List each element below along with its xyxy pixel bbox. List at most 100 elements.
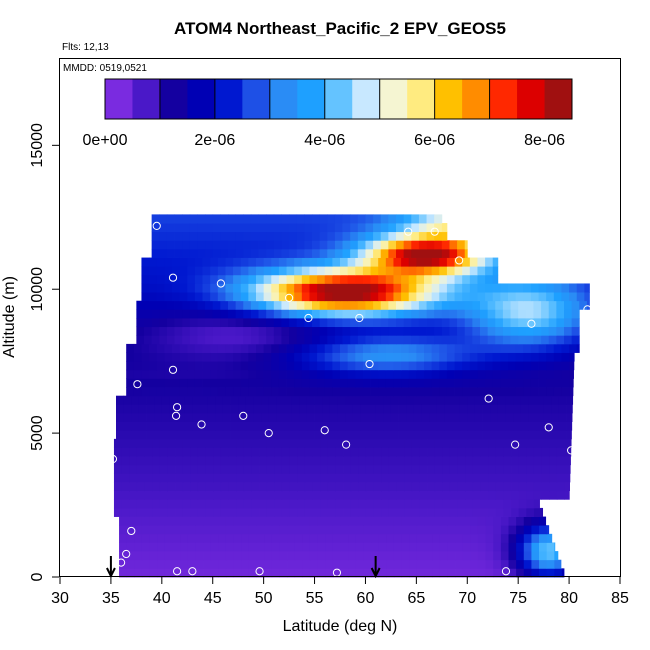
heatmap-cell — [525, 300, 534, 310]
heatmap-cell — [129, 482, 138, 492]
heatmap-cell — [228, 318, 237, 328]
heatmap-cell — [340, 369, 349, 379]
heatmap-cell — [523, 283, 532, 293]
heatmap-cell — [248, 257, 257, 267]
heatmap-cell — [273, 309, 282, 319]
heatmap-cell — [228, 309, 237, 319]
heatmap-cell — [439, 257, 448, 267]
heatmap-cell — [159, 309, 168, 319]
sample-point — [172, 567, 182, 576]
heatmap-cell — [485, 525, 494, 535]
heatmap-cell — [488, 473, 497, 483]
heatmap-cell — [325, 533, 334, 543]
heatmap-cell — [309, 274, 318, 284]
heatmap-cell — [240, 283, 249, 293]
heatmap-cell — [546, 283, 555, 293]
heatmap-cell — [184, 404, 193, 414]
heatmap-cell — [194, 369, 203, 379]
heatmap-cell — [297, 473, 306, 483]
heatmap-cell — [469, 283, 478, 293]
heatmap-cell — [167, 438, 176, 448]
heatmap-cell — [297, 499, 306, 509]
heatmap-cell — [380, 309, 389, 319]
heatmap-cell — [525, 326, 534, 336]
heatmap-cell — [291, 395, 300, 405]
heatmap-cell — [289, 318, 298, 328]
heatmap-cell — [393, 343, 402, 353]
heatmap-cell — [401, 551, 410, 561]
heatmap-cell — [243, 464, 252, 474]
heatmap-cell — [202, 378, 211, 388]
heatmap-cell — [151, 300, 160, 310]
heatmap-cell — [373, 223, 382, 233]
heatmap-cell — [554, 551, 559, 561]
heatmap-cell — [294, 378, 303, 388]
heatmap-cell — [202, 292, 211, 302]
heatmap-cell — [141, 533, 150, 543]
heatmap-cell — [236, 464, 245, 474]
heatmap-cell — [334, 300, 343, 310]
heatmap-cell — [363, 559, 372, 569]
heatmap-cell — [309, 257, 318, 267]
heatmap-cell — [317, 387, 326, 397]
heatmap-cell — [362, 369, 371, 379]
heatmap-cell — [241, 542, 250, 552]
heatmap-cell — [343, 456, 352, 466]
heatmap-cell — [464, 248, 468, 258]
heatmap-cell — [279, 516, 288, 526]
heatmap-cell — [408, 292, 417, 302]
heatmap-cell — [141, 568, 150, 578]
heatmap-cell — [309, 551, 318, 561]
heatmap-cell — [287, 568, 296, 578]
heatmap-cell — [335, 507, 344, 517]
heatmap-cell — [281, 482, 290, 492]
heatmap-cell — [439, 283, 448, 293]
heatmap-cell — [324, 257, 333, 267]
heatmap-cell — [465, 499, 474, 509]
heatmap-cell — [455, 559, 464, 569]
heatmap-cell — [259, 473, 268, 483]
heatmap-cell — [141, 274, 150, 284]
heatmap-cell — [416, 361, 425, 371]
heatmap-cell — [225, 257, 234, 267]
heatmap-cell — [314, 404, 323, 414]
heatmap-cell — [141, 378, 150, 388]
heatmap-cell — [289, 240, 298, 250]
heatmap-cell — [159, 482, 168, 492]
heatmap-cell — [259, 499, 268, 509]
heatmap-cell — [327, 490, 336, 500]
heatmap-cell — [419, 482, 428, 492]
heatmap-cell — [149, 533, 158, 543]
heatmap-cell — [487, 309, 496, 319]
heatmap-cell — [322, 421, 331, 431]
heatmap-cell — [401, 257, 410, 267]
heatmap-cell — [383, 412, 392, 422]
heatmap-cell — [200, 404, 209, 414]
heatmap-cell — [511, 438, 520, 448]
heatmap-cell — [432, 568, 441, 578]
heatmap-cell — [546, 525, 550, 535]
heatmap-cell — [510, 318, 519, 328]
heatmap-cell — [355, 292, 364, 302]
heatmap-cell — [467, 412, 476, 422]
heatmap-cell — [151, 223, 160, 233]
heatmap-cell — [205, 214, 214, 224]
heatmap-cell — [551, 430, 560, 440]
heatmap-cell — [493, 525, 502, 535]
heatmap-cell — [398, 395, 407, 405]
heatmap-cell — [511, 490, 520, 500]
heatmap-cell — [457, 300, 466, 310]
heatmap-cell — [250, 318, 259, 328]
heatmap-cell — [301, 369, 310, 379]
heatmap-cell — [500, 343, 509, 353]
heatmap-cell — [543, 412, 552, 422]
heatmap-cell — [345, 421, 354, 431]
heatmap-cell — [306, 404, 315, 414]
heatmap-cell — [133, 378, 142, 388]
heatmap-cell — [197, 490, 206, 500]
heatmap-cell — [167, 499, 176, 509]
heatmap-cell — [236, 438, 245, 448]
heatmap-cell — [141, 559, 150, 569]
heatmap-cell — [187, 352, 196, 362]
heatmap-cell — [332, 568, 341, 578]
